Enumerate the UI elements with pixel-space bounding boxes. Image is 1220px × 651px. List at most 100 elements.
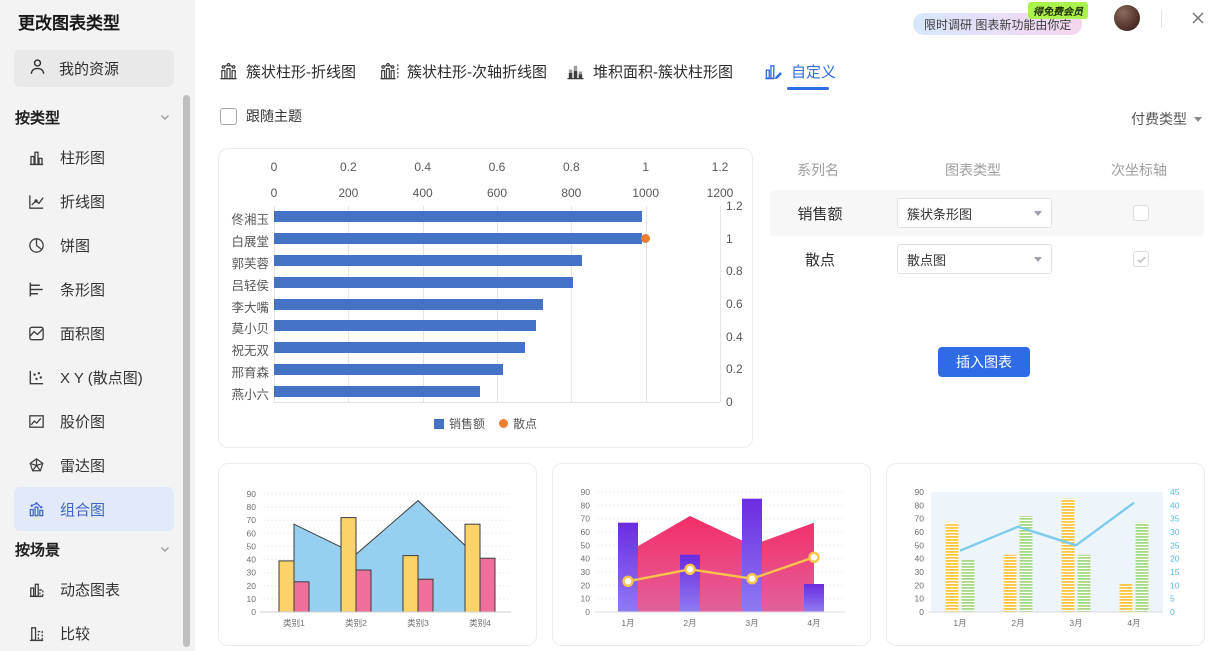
sidebar-item-label: 动态图表: [60, 581, 121, 599]
sidebar-item-area-chart[interactable]: 面积图: [14, 311, 174, 355]
svg-text:90: 90: [581, 487, 591, 497]
svg-text:40: 40: [247, 555, 257, 565]
svg-text:10: 10: [581, 594, 591, 604]
svg-text:2月: 2月: [683, 618, 696, 628]
primary-axis-tick: 200: [338, 186, 359, 200]
svg-text:90: 90: [915, 487, 925, 497]
svg-text:0: 0: [585, 607, 590, 617]
sidebar-item-label: 股价图: [60, 413, 106, 431]
section-label: 按场景: [15, 541, 61, 559]
svg-text:80: 80: [915, 500, 925, 510]
section-label: 按类型: [15, 109, 61, 127]
pie-chart-icon: [27, 236, 46, 255]
series-name: 散点: [804, 251, 835, 269]
sidebar-item-stock-chart[interactable]: 股价图: [14, 399, 174, 443]
paid-type-label: 付费类型: [1131, 111, 1187, 127]
follow-theme-checkbox[interactable]: [220, 107, 237, 125]
chart-bar: [274, 276, 574, 288]
sidebar-item-combo-chart[interactable]: 组合图: [14, 487, 174, 531]
series-name: 销售额: [797, 205, 843, 223]
category-label: 邢育森: [231, 365, 269, 380]
legend-label: 散点: [513, 417, 538, 431]
sidebar-section-header[interactable]: 按类型: [0, 99, 195, 135]
tab-stacked-area-column[interactable]: 堆积面积-簇状柱形图: [565, 57, 733, 85]
legend-swatch-square: [433, 418, 444, 429]
combo-chart-icon: [27, 500, 46, 519]
promo-tag[interactable]: 得免费会员: [1028, 2, 1088, 19]
sidebar-item-radar-chart[interactable]: 雷达图: [14, 443, 174, 487]
series-name-header: 系列名: [797, 162, 839, 178]
avatar[interactable]: [1114, 5, 1140, 31]
sidebar-item-line-chart[interactable]: 折线图: [14, 179, 174, 223]
chart-type-value: 散点图: [907, 252, 947, 268]
area-chart-icon: [27, 324, 46, 343]
sidebar-item-label: 面积图: [60, 325, 106, 343]
chart-bar: [274, 211, 642, 223]
svg-text:3月: 3月: [745, 618, 758, 628]
tab-clustered-column-secondary-line[interactable]: 簇状柱形-次轴折线图: [378, 57, 547, 85]
sidebar-scrollbar[interactable]: [183, 95, 190, 647]
svg-text:20: 20: [1170, 554, 1180, 564]
svg-text:30: 30: [915, 567, 925, 577]
secondary-axis-tick: 0.2: [339, 160, 357, 174]
sidebar-item-bar-chart[interactable]: 条形图: [14, 267, 174, 311]
chevron-down-icon: [159, 543, 171, 555]
legend-item: 散点: [499, 415, 537, 432]
sidebar-item-label: 组合图: [60, 501, 106, 519]
svg-text:35: 35: [1170, 514, 1180, 524]
category-label: 祝无双: [231, 344, 269, 359]
svg-text:45: 45: [1170, 487, 1180, 497]
radar-chart-icon: [27, 456, 46, 475]
sidebar-item-compare-chart[interactable]: 比较: [14, 611, 174, 651]
secondary-axis-checkbox[interactable]: [1133, 205, 1149, 221]
combo-chart-template-2[interactable]: 0 10 20 30 40 50 60 70 80 90 1月 2月 3月 4月: [552, 463, 871, 646]
sidebar-item-column-chart[interactable]: 柱形图: [14, 135, 174, 179]
svg-text:90: 90: [247, 489, 257, 499]
sidebar-item-label: 雷达图: [60, 457, 106, 475]
paid-type-dropdown[interactable]: 付费类型: [1131, 109, 1202, 129]
chart-type-select[interactable]: 散点图: [897, 244, 1052, 274]
stacked-area-column-icon: [565, 62, 586, 81]
svg-text:80: 80: [247, 502, 257, 512]
right-axis-tick: 0.8: [726, 264, 743, 279]
svg-text:20: 20: [247, 581, 257, 591]
stock-chart-icon: [27, 412, 46, 431]
tab-custom-chart[interactable]: 自定义: [763, 57, 836, 85]
follow-theme-toggle[interactable]: 跟随主题: [220, 106, 302, 126]
combo-chart-template-3[interactable]: 0 10 20 30 40 50 60 70 80 90 0 5 10 15 20 25 30 35 40 45 1月 2…: [886, 463, 1205, 646]
chart-type-select[interactable]: 簇状条形图: [897, 198, 1052, 228]
sidebar-item-dynamic-chart[interactable]: 动态图表: [14, 567, 174, 611]
close-icon[interactable]: [1188, 8, 1208, 28]
sidebar-item-pie-chart[interactable]: 饼图: [14, 223, 174, 267]
sidebar: 更改图表类型 我的资源 按类型 柱形图 折线图 饼图 条形图 面积图 X Y (散点图) 股价…: [0, 0, 195, 651]
sidebar-item-label: 比较: [60, 625, 91, 643]
sidebar-item-my-resources[interactable]: 我的资源: [14, 50, 174, 87]
caret-down-icon: [1034, 210, 1042, 216]
secondary-axis-tick: 0: [270, 160, 278, 174]
tab-clustered-column-line[interactable]: 簇状柱形-折线图: [218, 57, 356, 85]
sidebar-section-header[interactable]: 按场景: [0, 531, 195, 567]
secondary-axis-checkbox[interactable]: [1133, 251, 1149, 267]
series-row: 散点 散点图: [770, 236, 1204, 282]
primary-axis-tick: 0: [270, 186, 278, 200]
chart-type-header: 图表类型: [945, 162, 1001, 178]
svg-text:60: 60: [247, 528, 257, 538]
chart-type-value: 簇状条形图: [907, 206, 973, 222]
sidebar-item-label: X Y (散点图): [60, 369, 143, 387]
sidebar-item-scatter-chart[interactable]: X Y (散点图): [14, 355, 174, 399]
svg-text:4月: 4月: [1127, 618, 1140, 628]
scatter-chart-icon: [27, 368, 46, 387]
sidebar-item-label: 折线图: [60, 193, 106, 211]
svg-text:3月: 3月: [1069, 618, 1082, 628]
bar-chart-icon: [27, 280, 46, 299]
sidebar-item-label: 我的资源: [59, 61, 120, 78]
svg-text:类别4: 类别4: [469, 618, 491, 628]
series-row: 销售额 簇状条形图: [770, 190, 1204, 236]
chart-bar: [274, 254, 583, 266]
chart-bar: [274, 342, 525, 354]
combo-chart-template-1[interactable]: 0 10 20 30 40 50 60 70 80 90 类别1 类别2 类别3 类别4: [218, 463, 537, 646]
custom-chart-icon: [763, 62, 784, 81]
insert-chart-button[interactable]: 插入图表: [938, 347, 1030, 377]
right-axis-tick: 0.2: [726, 362, 743, 377]
svg-text:30: 30: [581, 567, 591, 577]
